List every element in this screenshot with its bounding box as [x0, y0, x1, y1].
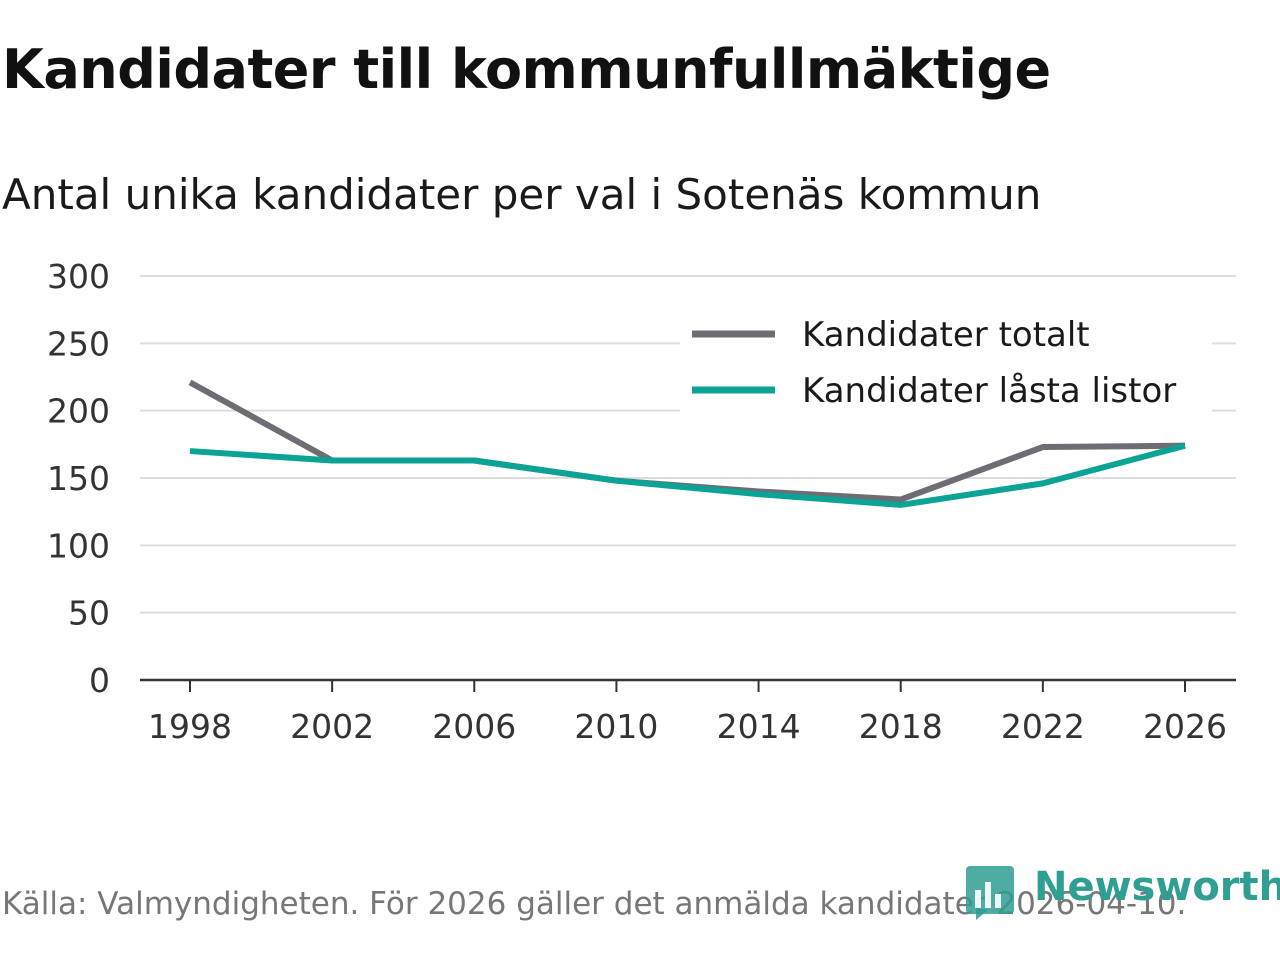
newsworthy-bar-chart-icon	[966, 866, 1014, 920]
logo-text: Newsworthy	[1034, 864, 1280, 910]
x-tick-label-2026: 2026	[1143, 707, 1227, 746]
newsworthy-logo: Newsworthy	[962, 862, 1280, 926]
y-tick-label-250: 250	[47, 324, 110, 363]
legend: Kandidater totalt Kandidater låsta listor	[680, 306, 1212, 414]
series-line-2	[189, 442, 1186, 508]
y-tick-label-0: 0	[89, 661, 110, 700]
x-axis: 1998 2002 2006 2010 2014 2018 2022 2026	[140, 678, 1236, 746]
chart-subtitle: Antal unika kandidater per val i Sotenäs…	[2, 170, 1042, 219]
legend-background	[680, 306, 1212, 414]
y-tick-label-100: 100	[47, 526, 110, 565]
y-tick-label-50: 50	[68, 594, 110, 633]
y-tick-label-200: 200	[47, 392, 110, 431]
legend-label-2: Kandidater låsta listor	[802, 371, 1176, 411]
x-tick-label-2002: 2002	[290, 707, 374, 746]
legend-label-1: Kandidater totalt	[802, 315, 1090, 355]
x-tick-label-2022: 2022	[1001, 707, 1085, 746]
x-tick-label-1998: 1998	[148, 707, 232, 746]
x-tick-label-2006: 2006	[432, 707, 516, 746]
series-layer	[188, 379, 1186, 508]
y-tick-label-300: 300	[47, 257, 110, 296]
x-tick-label-2014: 2014	[717, 707, 801, 746]
x-tick-label-2010: 2010	[574, 707, 658, 746]
chart-title: Kandidater till kommunfullmäktige	[2, 38, 1051, 101]
y-tick-label-150: 150	[47, 459, 110, 498]
y-axis: 0 50 100 150 200 250 300	[47, 257, 110, 700]
x-tick-label-2018: 2018	[859, 707, 943, 746]
